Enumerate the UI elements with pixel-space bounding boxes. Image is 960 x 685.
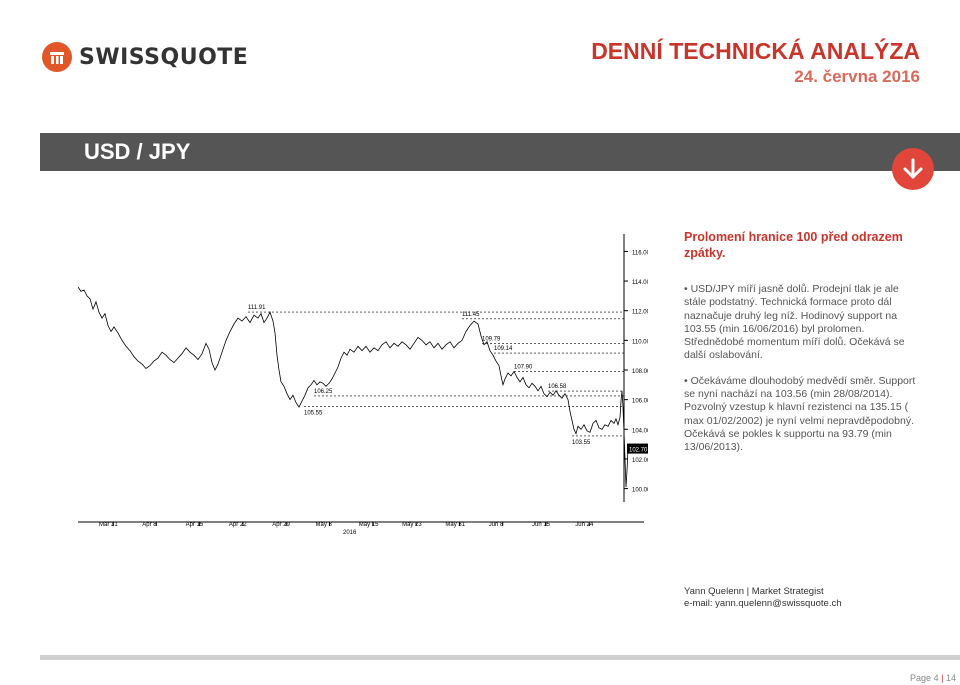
x-tick-label: Jun 24 bbox=[575, 522, 594, 528]
level-label: 109.79 bbox=[482, 336, 501, 342]
x-year-label: 2016 bbox=[343, 530, 357, 536]
x-tick-label: May 31 bbox=[445, 522, 465, 528]
level-label: 105.55 bbox=[304, 410, 323, 416]
x-tick-label: May 8 bbox=[316, 522, 333, 528]
level-label: 111.45 bbox=[462, 312, 480, 318]
x-tick-label: May 23 bbox=[402, 522, 422, 528]
x-tick-label: Apr 8 bbox=[142, 522, 157, 528]
report-title: DENNÍ TECHNICKÁ ANALÝZA bbox=[591, 38, 920, 64]
last-price-label: 102.70 bbox=[629, 448, 648, 454]
bullet-short-term: • USD/JPY míří jasně dolů. Prodejní tlak… bbox=[684, 283, 905, 362]
y-tick-label: 106.00 bbox=[632, 399, 648, 405]
y-tick-label: 108.00 bbox=[632, 369, 648, 375]
author-email: e-mail: yann.quelenn@swissquote.ch bbox=[684, 598, 842, 609]
level-label: 106.25 bbox=[314, 389, 333, 395]
level-label: 111.91 bbox=[248, 305, 266, 311]
swissquote-logo: SWISSQUOTE bbox=[42, 42, 248, 72]
y-tick-label: 112.00 bbox=[632, 310, 648, 316]
page-number: Page 4 | 14 bbox=[910, 673, 956, 683]
x-tick-label: Apr 15 bbox=[186, 522, 204, 528]
y-tick-label: 102.00 bbox=[632, 458, 648, 464]
x-tick-label: Mar 31 bbox=[99, 522, 118, 528]
y-tick-label: 116.00 bbox=[632, 250, 648, 256]
report-header: DENNÍ TECHNICKÁ ANALÝZA 24. června 2016 bbox=[591, 38, 920, 87]
analysis-bullets: • USD/JPY míří jasně dolů. Prodejní tlak… bbox=[684, 283, 916, 467]
brand-name: SWISSQUOTE bbox=[79, 44, 249, 70]
author-signature: Yann Quelenn | Market Strategist e-mail:… bbox=[684, 586, 842, 610]
report-date: 24. června 2016 bbox=[794, 67, 920, 86]
last-price-box bbox=[627, 443, 648, 454]
x-tick-label: Apr 29 bbox=[272, 522, 290, 528]
page-separator: | bbox=[941, 673, 944, 683]
y-tick-label: 114.00 bbox=[632, 280, 648, 286]
y-tick-label: 100.00 bbox=[632, 488, 648, 494]
x-tick-label: Jun 15 bbox=[532, 522, 551, 528]
y-tick-label: 110.00 bbox=[632, 339, 648, 345]
price-line bbox=[78, 286, 629, 488]
level-label: 103.55 bbox=[572, 440, 591, 446]
author-name: Yann Quelenn | Market Strategist bbox=[684, 586, 824, 597]
currency-pair-title: USD / JPY bbox=[84, 139, 191, 164]
swissquote-logo-icon bbox=[42, 42, 72, 72]
level-label: 106.58 bbox=[548, 384, 567, 390]
footer-divider bbox=[40, 655, 960, 660]
analysis-headline: Prolomení hranice 100 před odrazem zpátk… bbox=[684, 230, 903, 260]
page-current: 4 bbox=[933, 673, 939, 683]
y-tick-label: 104.00 bbox=[632, 428, 648, 434]
x-tick-label: Jun 8 bbox=[489, 522, 504, 528]
arrow-down-icon bbox=[892, 148, 934, 190]
section-bar: USD / JPY bbox=[40, 133, 960, 171]
bullet-long-term: • Očekáváme dlouhodobý medvědí směr. Sup… bbox=[684, 374, 916, 454]
price-chart: 116.00 114.00 112.00 110.00 108.00 106.00 104.… bbox=[78, 234, 648, 536]
level-label: 109.14 bbox=[494, 346, 513, 352]
x-tick-label: May 15 bbox=[359, 522, 379, 528]
level-label: 107.90 bbox=[514, 364, 533, 370]
x-tick-label: Apr 22 bbox=[229, 522, 247, 528]
page-label: Page bbox=[910, 673, 932, 683]
page-total: 14 bbox=[945, 673, 956, 683]
